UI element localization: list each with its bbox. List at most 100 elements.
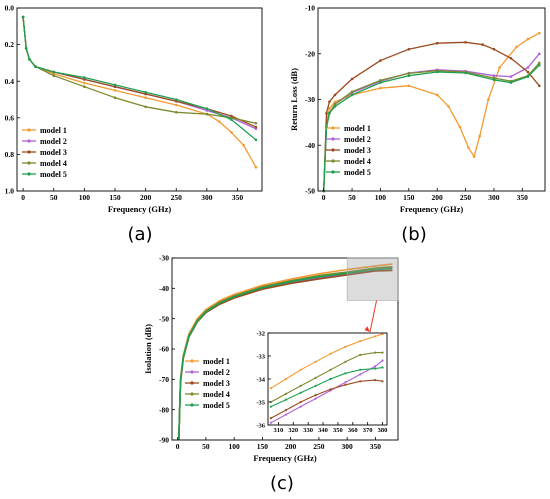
x-tick-label: 200 [285,442,297,451]
data-point [472,155,476,158]
x-tick-label: 380 [378,427,388,434]
data-point [24,47,28,50]
legend-entry-label: model 3 [40,148,67,157]
data-point [538,63,541,67]
data-point [509,57,513,60]
data-point [381,380,384,383]
y-tick-label: 0.8 [5,150,15,159]
data-point [381,333,384,336]
data-point [83,76,86,79]
data-point [254,125,258,129]
x-tick-label: 250 [171,193,183,202]
data-point [435,41,439,45]
y-tick-label: 0.4 [5,77,15,86]
data-point [113,83,117,87]
data-point [407,72,411,75]
x-tick-label: 320 [288,427,298,434]
data-point [230,116,233,120]
y-tick-label: -33 [256,354,265,361]
x-tick-label: 150 [403,193,415,202]
legend-entry-label: model 3 [203,379,230,388]
data-point [481,43,484,46]
x-tick-label: 100 [375,193,387,202]
x-tick-label: 250 [313,442,325,451]
legend-entry-label: model 5 [203,401,230,410]
data-point [350,90,354,93]
data-point [467,146,470,149]
legend-marker [190,370,194,374]
data-point [314,376,317,379]
legend-marker [27,161,31,165]
data-point [144,90,147,94]
legend-marker [27,139,31,143]
data-point [344,345,347,348]
x-tick-label: 200 [140,193,152,202]
x-tick-label: 0 [322,193,326,202]
y-tick-label: -20 [305,49,315,58]
x-tick-label: 350 [333,427,343,434]
y-tick-label: -34 [256,377,265,384]
legend-marker [331,148,335,152]
x-tick-label: 0 [21,193,25,202]
x-tick-label: 360 [348,427,358,434]
data-point [314,394,317,397]
data-point [344,360,347,363]
data-point [447,105,450,108]
data-point [515,45,518,49]
data-point [325,111,328,115]
data-point [175,111,178,114]
legend-marker [331,137,335,141]
data-point [205,107,209,110]
panel-label-a: (a) [127,224,152,245]
data-point [374,367,377,370]
legend-marker [190,359,194,363]
data-point [379,86,382,90]
x-tick-label: 250 [460,193,472,202]
data-point [407,47,411,51]
legend-marker [331,159,335,163]
data-point [374,335,377,338]
legend-entry-label: model 1 [344,124,371,133]
y-tick-label: 0.0 [5,4,15,13]
data-point [205,112,209,116]
data-point [509,75,513,78]
data-point [328,100,331,104]
data-point [329,352,332,355]
data-point [492,78,496,82]
data-point [299,391,302,394]
y-tick-label: -10 [305,4,315,13]
data-point [359,353,362,356]
y-tick-label: 0.2 [5,40,15,49]
data-point [299,405,302,408]
y-tick-label: -70 [159,375,169,384]
x-tick-label: 350 [370,442,382,451]
data-point [509,81,513,84]
data-point [284,398,287,401]
data-point [538,84,541,88]
legend-entry-label: model 2 [203,368,230,377]
data-point [329,368,332,371]
y-tick-label: -40 [159,284,169,293]
data-point [379,81,382,84]
y-tick-label: -32 [256,331,265,338]
legend-entry-label: model 4 [40,159,67,168]
data-point [175,100,178,103]
data-point [487,98,490,101]
data-point [538,31,541,35]
chart-panel-b: (b) 0 50 100 150 200 250 300 350 -50 -40 -30 -20 -10… [289,4,546,245]
x-axis-title: Frequency (GHz) [400,204,464,214]
data-point [435,93,439,97]
data-point [526,37,530,41]
data-point [284,392,287,395]
data-point [83,81,86,85]
series-line-model-1 [323,32,540,192]
data-point [34,65,37,68]
y-tick-label: -30 [305,95,315,104]
legend-marker [331,170,335,174]
zoom-arrow-head [364,326,370,332]
x-tick-label: 330 [303,427,313,434]
legend-entry-label: model 5 [344,168,371,177]
data-point [492,74,496,77]
data-point [314,360,317,363]
data-point [242,144,245,147]
